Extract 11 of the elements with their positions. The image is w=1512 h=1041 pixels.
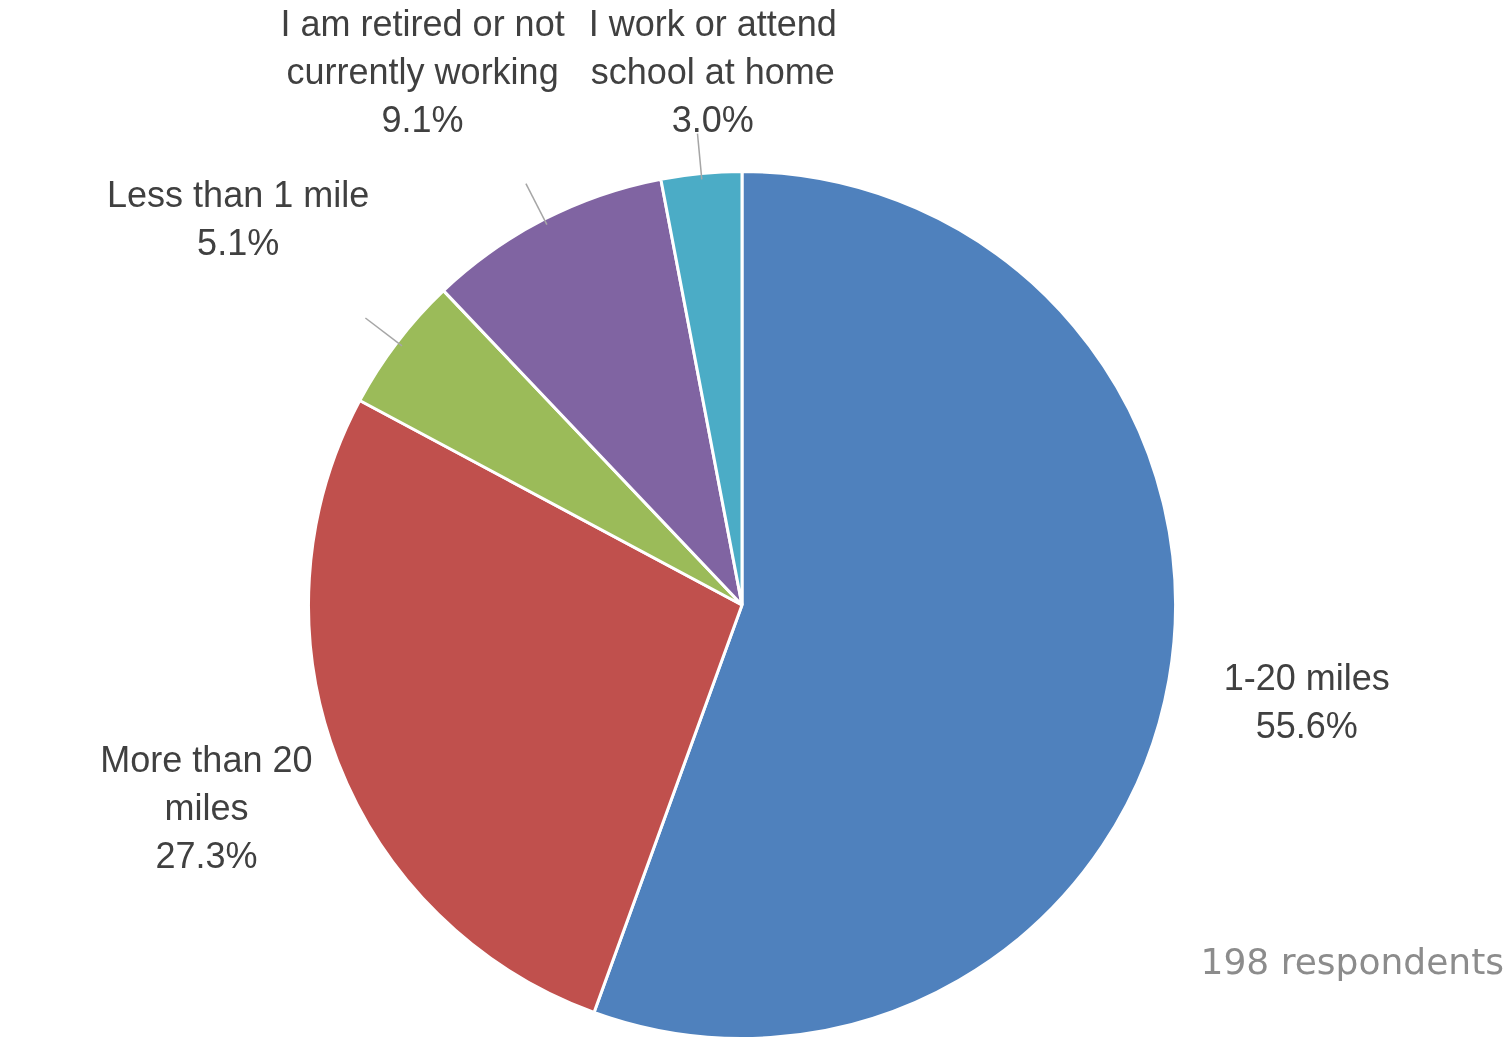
data-label: 55.6% bbox=[1255, 705, 1358, 747]
slice-label: 1-20 miles bbox=[1223, 657, 1390, 699]
slice-label: I am retired or not currently working bbox=[280, 2, 565, 92]
slice-label: I work or attend school at home bbox=[588, 2, 837, 92]
text: 198 respondents bbox=[1200, 941, 1504, 983]
slice-label: More than 20 miles bbox=[100, 738, 313, 828]
data-label: 9.1% bbox=[381, 98, 464, 140]
data-label: 5.1% bbox=[197, 221, 280, 263]
data-label: 3.0% bbox=[671, 98, 754, 140]
data-label: 27.3% bbox=[155, 834, 258, 876]
slice-label: Less than 1 mile bbox=[107, 173, 370, 215]
